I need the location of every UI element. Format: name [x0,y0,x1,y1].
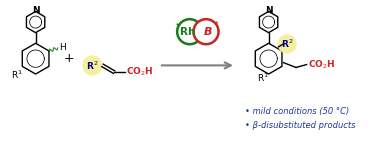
Text: N: N [32,6,40,15]
Text: H: H [60,43,66,52]
Circle shape [193,19,219,45]
Text: • mild conditions (50 °C): • mild conditions (50 °C) [245,107,349,116]
Text: R$^2$: R$^2$ [281,38,293,50]
Text: B: B [204,27,212,37]
Text: R$^1$: R$^1$ [257,72,269,84]
Circle shape [277,34,297,54]
Text: Rh: Rh [180,27,195,37]
Text: R$^2$: R$^2$ [86,59,99,72]
Circle shape [82,55,102,76]
Text: +: + [64,52,74,65]
Text: N: N [265,6,273,15]
Text: • β-disubstituted products: • β-disubstituted products [245,121,355,130]
Text: CO$_2$H: CO$_2$H [308,58,335,71]
Circle shape [177,19,203,45]
Text: R$^1$: R$^1$ [11,69,23,81]
Circle shape [194,19,218,44]
Circle shape [177,19,202,44]
Text: CO$_2$H: CO$_2$H [125,66,153,78]
